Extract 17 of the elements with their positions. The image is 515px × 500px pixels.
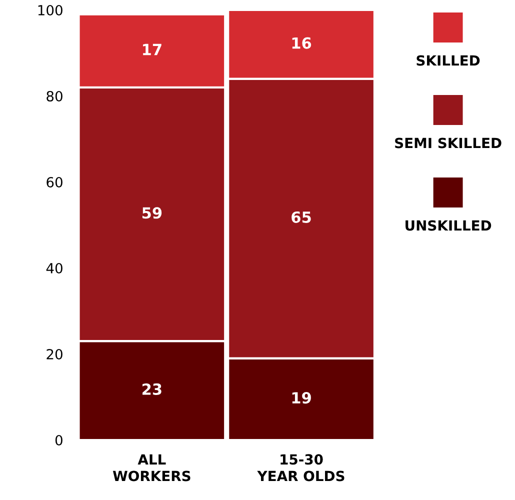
data-label: 65 <box>292 211 311 223</box>
data-label: 19 <box>292 392 311 404</box>
x-tick-label: ALL WORKERS <box>112 454 190 482</box>
data-label: 59 <box>142 207 162 219</box>
y-tick-label: 60 <box>46 176 62 188</box>
x-tick-label: 15-30 YEAR OLDS <box>257 454 344 482</box>
y-tick-label: 40 <box>46 262 62 274</box>
data-label: 23 <box>142 383 162 395</box>
data-label: 16 <box>292 37 312 49</box>
y-tick-label: 80 <box>46 90 62 102</box>
y-tick-label: 100 <box>38 4 62 16</box>
legend-label: SKILLED <box>416 55 480 66</box>
data-label: 17 <box>143 44 162 56</box>
legend-label: UNSKILLED <box>406 220 492 231</box>
y-tick-label: 20 <box>46 348 62 360</box>
series-label: SEMI SKILLED <box>395 138 502 148</box>
y-tick-label: 0 <box>55 434 62 446</box>
